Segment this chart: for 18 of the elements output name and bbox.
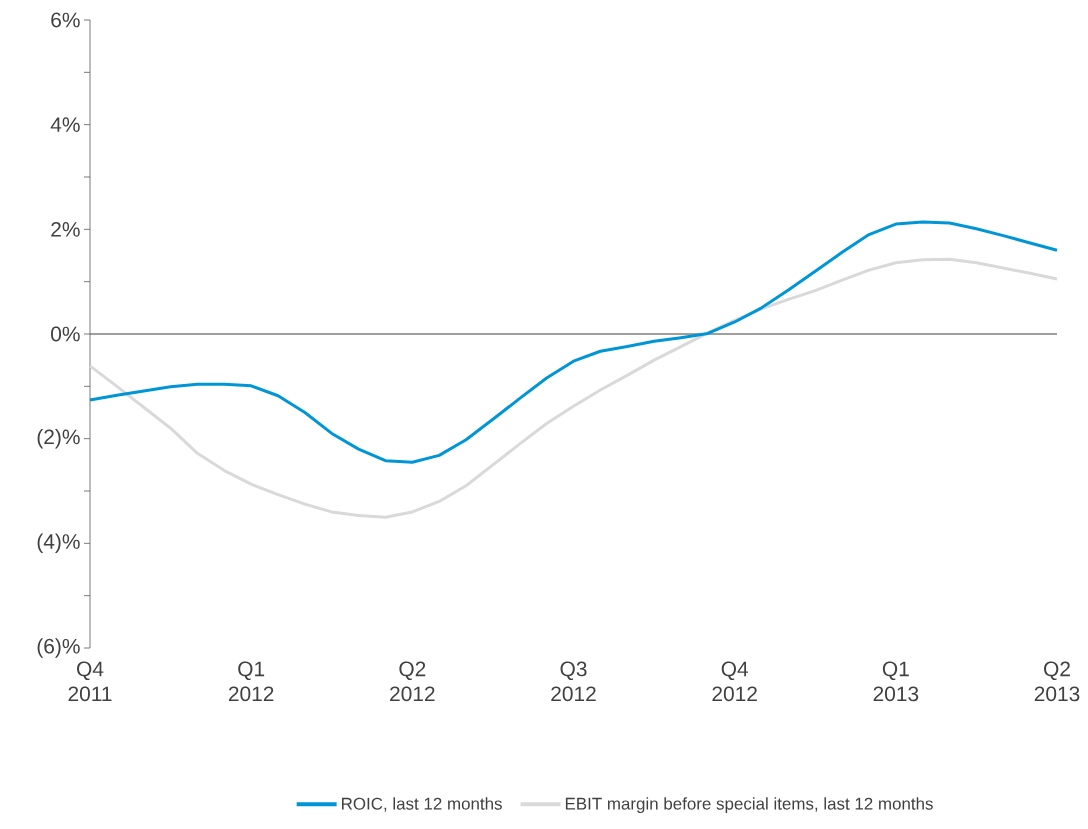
y-tick-label: (4)% xyxy=(37,533,80,554)
legend-label: ROIC, last 12 months xyxy=(342,797,502,812)
y-tick-label: (6)% xyxy=(37,638,80,658)
x-tick-label: Q4 2011 xyxy=(68,661,112,702)
y-tick-label: 0% xyxy=(51,326,80,342)
x-tick-label: Q1 2013 xyxy=(873,661,919,702)
x-tick-label: Q2 2012 xyxy=(390,661,435,702)
line-series xyxy=(88,220,1059,464)
x-tick-label: Q1 2012 xyxy=(228,661,274,702)
y-tick-label: 2% xyxy=(51,221,80,237)
x-tick-label: Q3 2012 xyxy=(551,661,596,702)
x-tick-label: Q4 2012 xyxy=(712,661,757,702)
y-tick-label: 6% xyxy=(51,12,80,28)
y-tick-label: (2)% xyxy=(37,428,80,449)
legend-label: EBIT margin before special items, last 12 months xyxy=(565,797,933,814)
x-tick-label: Q2 2013 xyxy=(1034,661,1080,702)
y-tick-label: 4% xyxy=(50,117,80,132)
line-series xyxy=(88,257,1059,519)
